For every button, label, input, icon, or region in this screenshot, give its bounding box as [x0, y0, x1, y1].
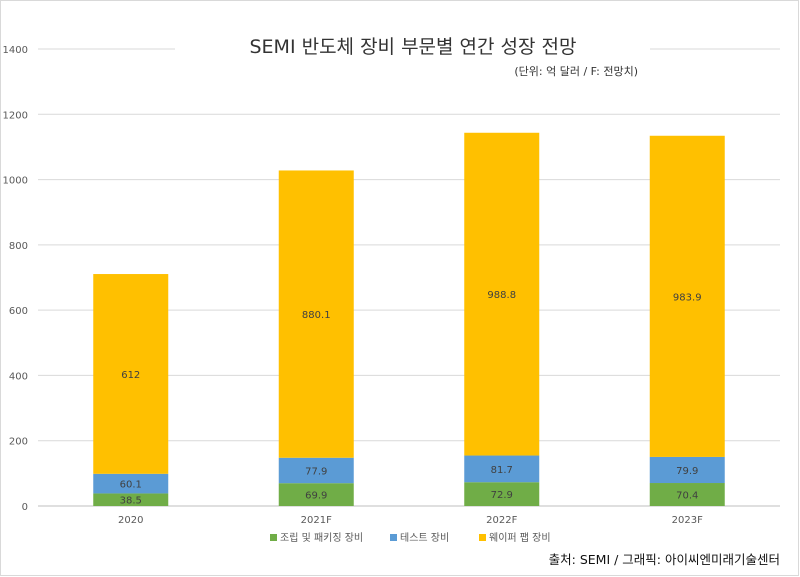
bar-segment: [464, 132, 540, 456]
y-tick-label: 400: [9, 371, 28, 382]
y-tick-label: 1200: [3, 110, 28, 121]
chart-title: SEMI 반도체 장비 부문별 연간 성장 전망: [249, 36, 576, 58]
data-label: 880.1: [302, 310, 331, 321]
bar-segment: [464, 482, 540, 506]
y-tick-label: 1400: [3, 45, 28, 56]
chart-subtitle: (단위: 억 달러 / F: 전망치): [514, 65, 638, 78]
bar-segment: [93, 274, 169, 474]
data-label: 69.9: [305, 491, 327, 502]
bar-segment: [93, 493, 169, 506]
x-tick-label: 2020: [118, 515, 143, 526]
legend-swatch: [270, 534, 277, 541]
bar-segment: [278, 457, 354, 484]
legend-label: 조립 및 패키징 장비: [280, 531, 363, 544]
data-label: 70.4: [676, 491, 698, 502]
y-tick-label: 0: [22, 502, 28, 513]
legend-label: 테스트 장비: [400, 532, 449, 544]
title-background: [175, 28, 650, 88]
data-label: 72.9: [491, 490, 513, 501]
data-label: 988.8: [487, 290, 516, 301]
legend-label: 웨이퍼 팹 장비: [489, 532, 551, 544]
data-label: 77.9: [305, 466, 327, 477]
legend: 조립 및 패키징 장비 테스트 장비 웨이퍼 팹 장비: [270, 531, 551, 544]
bar-segment: [278, 483, 354, 506]
source-note: 출처: SEMI / 그래픽: 아이씨엔미래기술센터: [549, 552, 780, 567]
data-label: 983.9: [673, 292, 702, 303]
bar-segment: [93, 473, 169, 494]
y-tick-label: 600: [9, 306, 28, 317]
y-tick-label: 800: [9, 241, 28, 252]
legend-swatch: [390, 534, 397, 541]
data-label: 60.1: [120, 480, 142, 491]
bar-segment: [649, 135, 725, 457]
bar-segment: [649, 483, 725, 506]
data-label: 79.9: [676, 466, 698, 477]
bar-segment: [278, 170, 354, 458]
data-label: 38.5: [120, 496, 142, 507]
data-label: 81.7: [491, 465, 513, 476]
x-tick-label: 2022F: [486, 515, 517, 526]
x-tick-label: 2021F: [301, 515, 332, 526]
x-tick-label: 2023F: [672, 515, 703, 526]
y-tick-label: 200: [9, 437, 28, 448]
legend-swatch: [479, 534, 486, 541]
y-tick-label: 1000: [3, 176, 28, 187]
bar-segment: [649, 456, 725, 484]
bar-segment: [464, 455, 540, 483]
data-label: 612: [121, 370, 140, 381]
